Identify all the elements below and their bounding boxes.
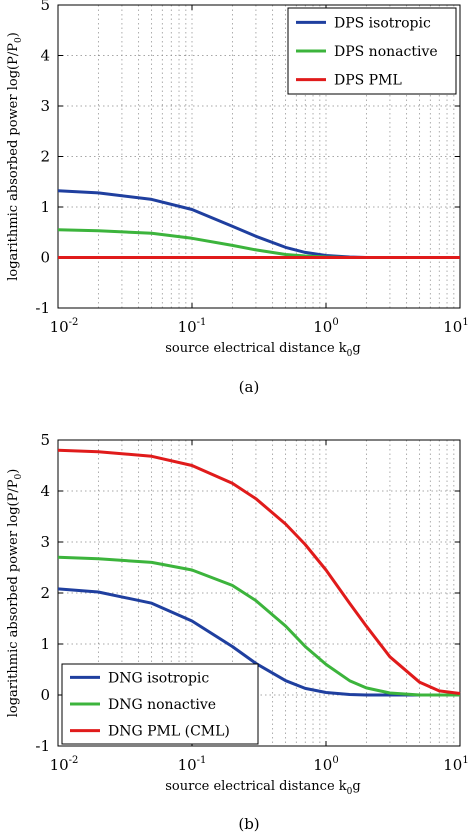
series-line-dng-isotropic [57,587,460,697]
legend: DPS isotropic DPS nonactive DPS PML [287,7,457,95]
y-tick-label: 5 [40,0,50,14]
chart-panel-1: -1 0 1 2 3 4 5 10-2 10-1 100 101 source electrical … [6,431,469,833]
x-tick-label: 10-1 [178,317,207,336]
series-line-dps-isotropic [57,189,460,259]
x-axis-label: source electrical distance k0g [165,779,360,797]
legend-entry: DNG nonactive [108,697,216,713]
y-tick-label: 0 [40,249,50,267]
y-tick-label: -1 [35,299,50,317]
series-line-dng-nonactive [57,555,460,697]
x-tick-label: 100 [313,317,338,336]
y-tick-label: 4 [40,482,50,500]
x-tick-label: 10-1 [178,755,207,774]
x-tick-label: 100 [313,755,338,774]
y-tick-label: 2 [40,584,50,602]
legend-entry: DPS PML [334,73,402,89]
legend-entry: DNG PML (CML) [108,724,230,740]
legend: DNG isotropic DNG nonactive DNG PML (CML) [61,663,259,745]
x-tick-label: 10-2 [50,317,79,336]
y-tick-label: 2 [40,148,50,166]
y-axis-label: logarithmic absorbed power log(P/P0) [6,469,24,718]
y-tick-label: 3 [40,97,50,115]
series-line-dng-pml-cml- [57,448,461,695]
y-axis-label: logarithmic absorbed power log(P/P0) [6,32,24,281]
x-tick-label: 101 [443,317,468,336]
series-line-dps-nonactive [57,228,460,259]
panel-caption: (a) [239,378,260,396]
y-tick-label: 3 [40,533,50,551]
y-tick-label: 4 [40,47,50,65]
y-tick-label: 5 [40,431,50,449]
x-tick-label: 101 [443,755,468,774]
x-axis-label: source electrical distance k0g [165,341,360,359]
y-tick-label: -1 [35,737,50,755]
legend-entry: DNG isotropic [108,670,209,686]
y-tick-label: 1 [40,198,50,216]
x-tick-label: 10-2 [50,755,79,774]
legend-entry: DPS isotropic [334,15,431,31]
y-tick-label: 1 [40,635,50,653]
chart-panel-0: -1 0 1 2 3 4 5 10-2 10-1 100 101 source electrical … [6,0,469,396]
panel-caption: (b) [238,815,259,833]
y-tick-label: 0 [40,686,50,704]
legend-entry: DPS nonactive [334,44,438,60]
